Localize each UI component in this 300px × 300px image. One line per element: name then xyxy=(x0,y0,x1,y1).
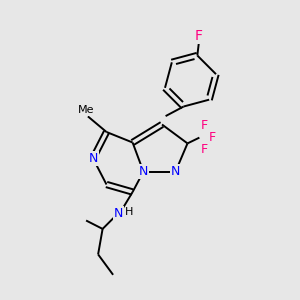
Text: N: N xyxy=(114,207,123,220)
Text: N: N xyxy=(88,152,98,165)
Text: F: F xyxy=(195,29,203,43)
Text: F: F xyxy=(201,118,208,131)
Text: F: F xyxy=(208,130,215,143)
Text: F: F xyxy=(201,142,208,155)
Text: N: N xyxy=(139,165,148,178)
Text: N: N xyxy=(171,165,180,178)
Text: Me: Me xyxy=(78,105,95,115)
Text: H: H xyxy=(124,207,133,218)
